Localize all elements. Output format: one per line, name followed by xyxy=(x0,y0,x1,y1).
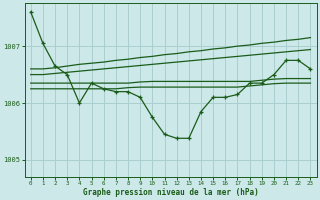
X-axis label: Graphe pression niveau de la mer (hPa): Graphe pression niveau de la mer (hPa) xyxy=(83,188,259,197)
